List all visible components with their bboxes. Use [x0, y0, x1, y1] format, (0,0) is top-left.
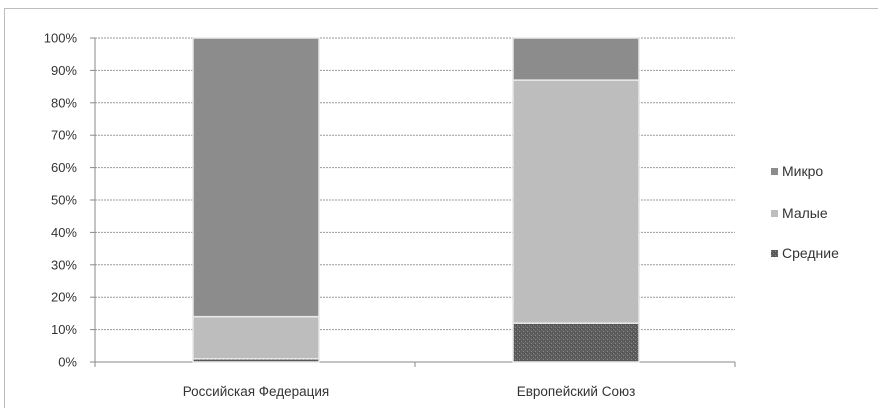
chart-frame: 0% 10% 20% 30% 40% 50% 60% 70% 80% 90% 100% Россий…	[4, 8, 878, 408]
y-tick-labels: 0% 10% 20% 30% 40% 50% 60% 70% 80% 90% 100%	[44, 31, 78, 370]
bar-segment-Микро	[512, 37, 640, 81]
y-tick-label: 50%	[51, 193, 77, 208]
bar-segment-Малые	[192, 315, 320, 360]
legend: Микро Малые Средние	[771, 163, 839, 261]
y-tick-label: 60%	[51, 160, 77, 175]
y-tick-label: 100%	[44, 31, 78, 46]
legend-label-Средние: Средние	[782, 245, 839, 261]
bar-segment-Малые	[512, 79, 640, 324]
y-tick-label: 80%	[51, 95, 77, 110]
legend-label-Малые: Малые	[782, 205, 828, 221]
legend-label-Микро: Микро	[782, 163, 823, 179]
y-tick-label: 40%	[51, 225, 77, 240]
y-tick-label: 70%	[51, 128, 77, 143]
legend-swatch-Микро	[771, 168, 778, 175]
x-category-label: Европейский Союз	[517, 384, 636, 399]
bars	[192, 37, 640, 363]
y-tick-label: 90%	[51, 63, 77, 78]
bar-segment-Микро	[192, 37, 320, 318]
x-category-labels: Российская Федерация Европейский Союз	[183, 384, 636, 399]
stacked-bar-chart: 0% 10% 20% 30% 40% 50% 60% 70% 80% 90% 100% Россий…	[44, 31, 839, 400]
x-category-label: Российская Федерация	[183, 384, 329, 399]
y-tick-label: 0%	[58, 355, 77, 370]
bar-segment-Средние	[512, 322, 640, 363]
y-tick-label: 20%	[51, 290, 77, 305]
legend-swatch-Средние	[771, 250, 778, 257]
y-tick-label: 30%	[51, 257, 77, 272]
legend-swatch-Малые	[771, 210, 778, 217]
y-tick-label: 10%	[51, 322, 77, 337]
